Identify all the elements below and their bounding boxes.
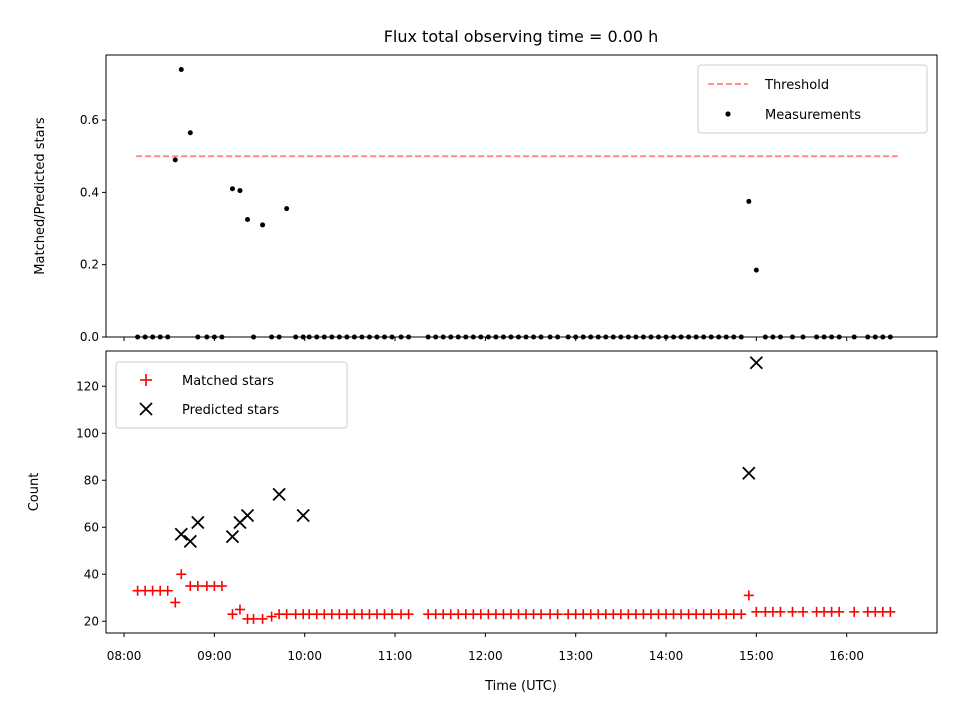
measurement-point	[260, 222, 266, 228]
top-x-axis	[123, 337, 848, 341]
measurement-point	[746, 198, 752, 204]
top-legend: Threshold Measurements	[697, 64, 928, 134]
measurement-point	[187, 130, 193, 136]
top-y-axis-label: Matched/Predicted stars	[33, 117, 48, 275]
legend-matched-label: Matched stars	[182, 374, 274, 389]
matched-star-marker	[775, 606, 786, 617]
predicted-star-marker	[742, 466, 756, 480]
legend-matched-swatch	[140, 374, 152, 386]
matched-star-marker	[266, 611, 277, 622]
matched-star-marker	[281, 609, 292, 620]
matched-star-marker	[787, 606, 798, 617]
legend-predicted-label: Predicted stars	[182, 403, 279, 418]
x-tick-label: 10:00	[287, 649, 322, 663]
y-tick-label: 100	[76, 426, 99, 440]
legend-threshold-label: Threshold	[764, 78, 829, 93]
matched-star-marker	[387, 609, 398, 620]
bottom-legend-frame	[115, 361, 348, 429]
x-tick-label: 11:00	[378, 649, 413, 663]
y-tick-label: 60	[84, 520, 99, 534]
y-tick-label: 0.6	[80, 113, 99, 127]
matched-star-marker	[736, 609, 747, 620]
measurement-point	[237, 188, 243, 194]
y-tick-label: 40	[84, 567, 99, 581]
x-axis-label: Time (UTC)	[484, 679, 557, 694]
matched-star-marker	[234, 604, 245, 615]
bottom-y-axis-label: Count	[27, 473, 42, 512]
predicted-star-marker	[749, 356, 763, 370]
measurement-point	[753, 267, 759, 273]
measurement-point	[172, 157, 178, 163]
y-tick-label: 0.4	[80, 185, 99, 199]
predicted-star-marker	[296, 508, 310, 523]
predicted-star-marker	[174, 527, 188, 541]
matched-star-marker	[170, 597, 181, 608]
bottom-legend: Matched stars Predicted stars	[115, 361, 348, 429]
y-tick-label: 80	[84, 473, 99, 487]
legend-predicted-swatch	[139, 402, 153, 416]
x-tick-label: 12:00	[468, 649, 503, 663]
bottom-panel: 20 40 60 80 100 120 08:00 09:00 10:00 11:00 12:00…	[27, 350, 938, 694]
figure-title: Flux total observing time = 0.00 h	[384, 27, 659, 46]
matched-star-marker	[743, 590, 754, 601]
x-tick-label: 13:00	[558, 649, 593, 663]
matched-star-marker	[216, 581, 227, 591]
measurement-point	[178, 66, 184, 72]
x-tick-label: 08:00	[107, 649, 142, 663]
predicted-star-marker	[191, 515, 205, 530]
matched-star-marker	[849, 606, 860, 617]
matched-star-marker	[192, 581, 203, 591]
matched-star-marker	[751, 606, 762, 617]
matched-star-marker	[162, 585, 173, 596]
measurement-point	[284, 206, 290, 212]
predicted-star-marker	[240, 508, 255, 523]
y-tick-label: 120	[76, 379, 99, 393]
predicted-star-marker	[225, 530, 240, 544]
y-tick-label: 0.2	[80, 258, 99, 272]
top-legend-frame	[697, 64, 928, 134]
measurement-point	[229, 186, 235, 192]
x-tick-label: 14:00	[649, 649, 684, 663]
predicted-star-marker	[272, 487, 286, 501]
matched-star-marker	[176, 569, 187, 580]
predicted-star-marker	[183, 534, 197, 548]
bottom-axes-frame	[105, 350, 938, 634]
legend-measurements-swatch	[725, 111, 731, 117]
y-tick-label: 20	[84, 614, 99, 628]
legend-measurements-label: Measurements	[765, 108, 861, 123]
x-tick-label: 09:00	[197, 649, 232, 663]
matched-star-marker	[227, 609, 238, 620]
matched-star-marker	[403, 609, 414, 620]
x-tick-label: 16:00	[829, 649, 864, 663]
measurement-point	[245, 217, 251, 222]
matched-star-marker	[798, 606, 809, 617]
matched-star-marker	[834, 606, 845, 617]
top-y-axis: 0.0 0.2 0.4 0.6	[80, 113, 106, 344]
bottom-plot-area	[132, 356, 896, 624]
matched-star-marker	[536, 609, 547, 620]
matched-star-marker	[885, 606, 896, 617]
matched-star-marker	[257, 613, 268, 624]
matched-star-marker	[248, 613, 259, 624]
y-tick-label: 0.0	[80, 330, 99, 344]
top-axes-frame	[105, 54, 938, 338]
matched-star-marker	[552, 609, 563, 620]
top-panel: 0.0 0.2 0.4 0.6 Matched/Predicted stars Thr…	[33, 54, 938, 344]
bottom-x-axis: 08:00 09:00 10:00 11:00 12:00 13:00 14:00 15:00…	[107, 633, 864, 663]
x-tick-label: 15:00	[739, 649, 774, 663]
bottom-y-axis: 20 40 60 80 100 120	[76, 379, 106, 628]
